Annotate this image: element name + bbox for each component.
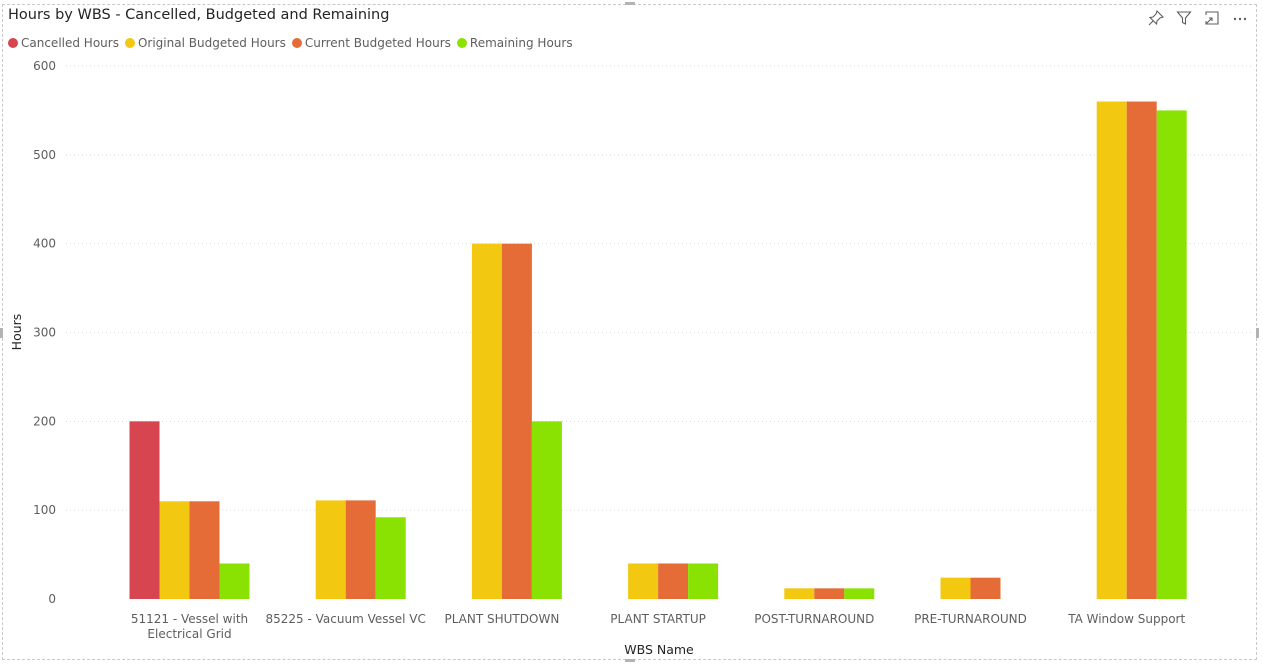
focus-mode-icon[interactable] [1203,9,1221,27]
x-tick-label: TA Window Support [1067,612,1185,626]
gridlines [66,65,1252,511]
chart-legend: Cancelled Hours Original Budgeted Hours Cu… [8,36,573,50]
x-tick-label: 85225 - Vacuum Vessel VC [266,612,426,626]
bar-original-budgeted-hours[interactable] [471,243,502,599]
legend-item[interactable]: Cancelled Hours [8,36,119,50]
y-tick-label: 0 [48,592,56,606]
y-axis-ticks: 0 100 200 300 400 500 600 [33,59,56,606]
bar-current-budgeted-hours[interactable] [501,243,532,599]
y-tick-label: 400 [33,237,56,251]
bar-original-budgeted-hours[interactable] [159,501,190,599]
bar-current-budgeted-hours[interactable] [189,501,220,599]
bar-current-budgeted-hours[interactable] [1126,101,1157,600]
legend-swatch [8,38,18,48]
resize-handle-right[interactable] [1256,328,1259,338]
chart-title: Hours by WBS - Cancelled, Budgeted and R… [8,7,390,23]
filter-icon[interactable] [1175,9,1193,27]
y-tick-label: 100 [33,503,56,517]
bar-original-budgeted-hours[interactable] [1096,101,1127,600]
bars [129,101,1187,600]
legend-item[interactable]: Remaining Hours [456,36,573,50]
bar-original-budgeted-hours[interactable] [315,500,346,599]
bar-current-budgeted-hours[interactable] [814,588,845,599]
visual-header-icons [1147,9,1249,27]
more-options-icon[interactable] [1231,9,1249,27]
resize-handle-bottom[interactable] [625,659,635,662]
legend-item[interactable]: Original Budgeted Hours [124,36,286,50]
bar-remaining-hours[interactable] [688,563,719,599]
y-tick-label: 300 [33,326,56,340]
pin-icon[interactable] [1147,9,1165,27]
bar-cancelled-hours[interactable] [129,421,160,599]
x-tick-label: 51121 - Vessel with Electrical Grid [131,612,248,641]
x-tick-label: PLANT STARTUP [610,612,706,626]
resize-handle-left[interactable] [0,328,3,338]
x-tick-label: POST-TURNAROUND [754,612,874,626]
legend-swatch [456,38,467,48]
y-tick-label: 600 [33,59,56,73]
bar-original-budgeted-hours[interactable] [784,588,815,599]
y-axis-title: Hours [9,314,24,351]
y-tick-label: 200 [33,414,56,428]
bar-remaining-hours[interactable] [531,421,562,599]
bar-remaining-hours[interactable] [375,517,406,599]
bar-original-budgeted-hours[interactable] [628,563,659,599]
legend-label: Cancelled Hours [21,36,119,50]
resize-handle-top[interactable] [625,2,635,5]
legend-swatch [291,38,302,48]
bar-remaining-hours[interactable] [219,563,250,599]
bar-current-budgeted-hours[interactable] [658,563,689,599]
bar-original-budgeted-hours[interactable] [940,577,971,599]
x-axis-title: WBS Name [624,642,694,657]
bar-current-budgeted-hours[interactable] [970,577,1001,599]
bar-remaining-hours[interactable] [844,588,875,599]
y-tick-label: 500 [33,148,56,162]
legend-label: Original Budgeted Hours [137,36,286,50]
legend-label: Remaining Hours [469,36,573,50]
legend-label: Current Budgeted Hours [304,36,451,50]
bar-remaining-hours[interactable] [1156,110,1187,600]
legend-item[interactable]: Current Budgeted Hours [291,36,451,50]
x-tick-label: PRE-TURNAROUND [914,612,1027,626]
bar-current-budgeted-hours[interactable] [345,500,376,599]
x-tick-label: PLANT SHUTDOWN [444,612,559,626]
x-axis-ticks: 51121 - Vessel with Electrical Grid 85225 … [131,612,1186,641]
legend-swatch [124,38,135,48]
